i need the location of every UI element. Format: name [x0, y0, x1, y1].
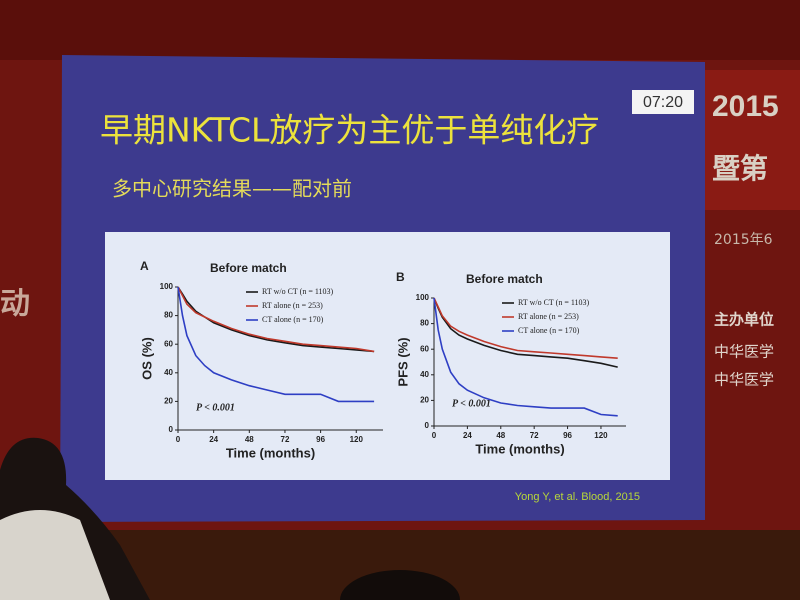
banner-date: 2015年6	[714, 232, 773, 248]
y-tick-label: 80	[164, 311, 173, 320]
x-tick-label: 48	[245, 435, 254, 444]
y-tick-label: 40	[420, 370, 429, 379]
banner-year: 2015	[712, 90, 779, 123]
organizer-label: 主办单位	[714, 311, 774, 329]
x-tick-label: 48	[496, 431, 505, 440]
y-tick-label: 80	[420, 319, 429, 328]
annotation: P < 0.001	[452, 398, 491, 409]
y-tick-label: 60	[420, 344, 429, 353]
presenter-shirt	[0, 510, 110, 600]
survival-curve	[177, 286, 375, 403]
audience-head	[340, 570, 460, 605]
chart-title: Before match	[466, 272, 543, 286]
x-axis-label: Time (months)	[226, 445, 315, 460]
annotation: P < 0.001	[196, 402, 235, 413]
y-tick-label: 20	[164, 397, 173, 406]
legend-label: RT alone (n = 253)	[518, 312, 579, 321]
slide-title: 早期NKTCL放疗为主优于单纯化疗	[100, 111, 599, 150]
wall-top	[0, 0, 800, 60]
x-axis-label: Time (months)	[475, 441, 564, 456]
y-tick-label: 0	[425, 421, 430, 430]
survival-curve	[177, 286, 375, 353]
legend-label: RT w/o CT (n = 1103)	[518, 298, 590, 307]
y-tick-label: 60	[164, 339, 173, 348]
slide-subtitle: 多中心研究结果——配对前	[112, 177, 352, 201]
survival-curve	[177, 286, 375, 353]
x-tick-label: 24	[463, 431, 472, 440]
legend-label: RT w/o CT (n = 1103)	[262, 287, 334, 296]
x-tick-label: 96	[316, 435, 325, 444]
legend-label: CT alone (n = 170)	[518, 326, 580, 335]
survival-curve	[433, 297, 618, 368]
organizer: 中华医学	[714, 343, 774, 361]
y-axis-label: OS (%)	[139, 337, 154, 380]
citation: Yong Y, et al. Blood, 2015	[515, 491, 640, 503]
timer: 07:20	[643, 94, 683, 111]
legend-label: CT alone (n = 170)	[262, 315, 324, 324]
timer-box	[632, 90, 694, 114]
x-tick-label: 120	[350, 435, 364, 444]
y-tick-label: 40	[164, 368, 173, 377]
chart-title: Before match	[210, 261, 287, 275]
x-tick-label: 0	[176, 435, 181, 444]
y-tick-label: 100	[416, 293, 430, 302]
y-axis-label: PFS (%)	[395, 337, 410, 386]
x-tick-label: 0	[432, 431, 437, 440]
organizer: 中华医学	[714, 371, 774, 389]
x-tick-label: 72	[530, 431, 539, 440]
chart-panel	[105, 232, 670, 480]
y-tick-label: 20	[420, 396, 429, 405]
banner	[705, 70, 800, 210]
x-tick-label: 120	[594, 431, 608, 440]
legend-label: RT alone (n = 253)	[262, 301, 323, 310]
y-tick-label: 0	[169, 425, 174, 434]
survival-curve	[433, 297, 618, 359]
survival-curve	[433, 297, 618, 417]
left-char: 动	[0, 287, 30, 322]
charts: 0 24 48 72 96 120 0 20 40 60 80 100 A Before match Tim…	[139, 259, 626, 460]
banner-line: 暨第	[712, 152, 768, 185]
y-tick-label: 100	[160, 282, 174, 291]
x-tick-label: 72	[281, 435, 290, 444]
panel-label: B	[396, 270, 405, 284]
x-tick-label: 24	[209, 435, 218, 444]
panel-label: A	[140, 259, 149, 273]
x-tick-label: 96	[563, 431, 572, 440]
